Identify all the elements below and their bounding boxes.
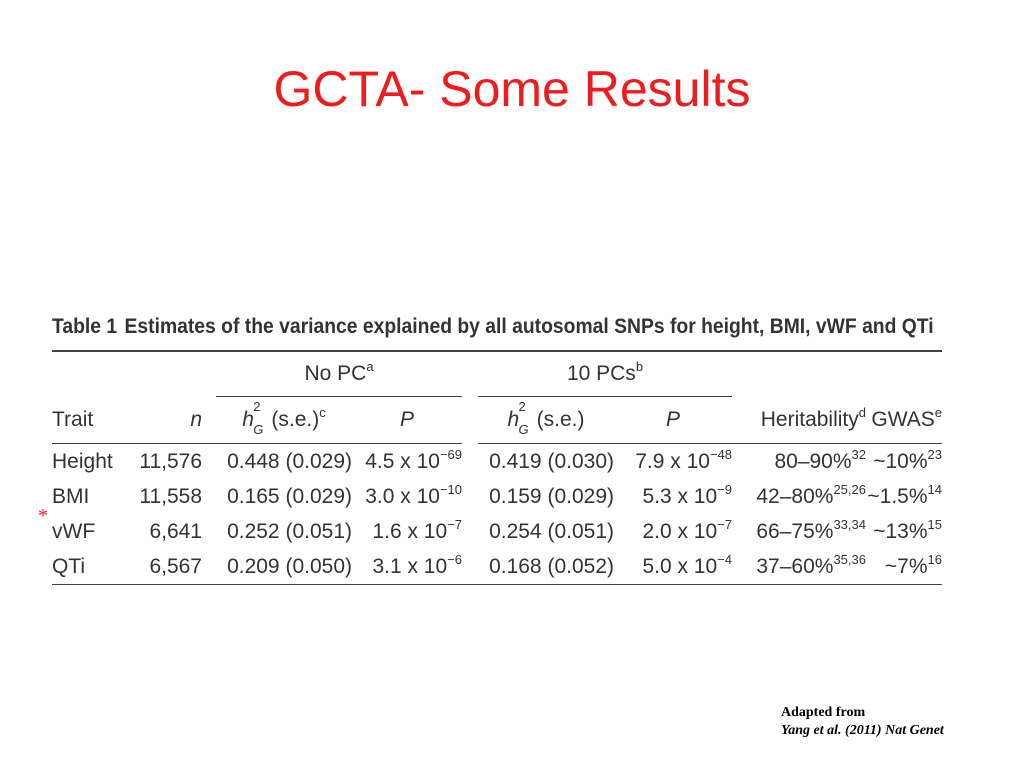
cell-p-no-pc: 3.1 x 10−6 xyxy=(352,549,462,585)
col-header-trait: Trait xyxy=(52,396,132,444)
cell-h2-10-pcs: 0.168 (0.052) xyxy=(478,549,614,585)
cell-n: 6,567 xyxy=(132,549,202,585)
col-header-n: n xyxy=(132,396,202,444)
group-header-no-pc: No PCa xyxy=(216,351,462,397)
cell-heritability: 42–80%25,26 xyxy=(756,481,866,508)
group-header-row: No PCa 10 PCsb xyxy=(52,351,942,397)
cell-h2-no-pc: 0.448 (0.029) xyxy=(227,449,352,473)
cell-p-10-pcs: 5.3 x 10−9 xyxy=(642,481,732,508)
cell-p-10-pcs: 5.0 x 10−4 xyxy=(614,549,732,585)
cell-trait: BMI xyxy=(52,484,90,508)
slide-title: GCTA- Some Results xyxy=(273,61,751,117)
col-header-p-10-pcs: P xyxy=(614,396,732,444)
cell-trait: Height xyxy=(52,449,113,473)
cell-h2-10-pcs: 0.419 (0.030) xyxy=(489,449,614,473)
table-label: Table 1 xyxy=(52,315,118,338)
col-header-p-no-pc: P xyxy=(352,396,462,444)
table-row: QTi 6,567 0.209 (0.050) 3.1 x 10−6 0.168… xyxy=(52,549,942,585)
cell-n: 6,641 xyxy=(149,519,202,543)
col-header-gwas: GWASe xyxy=(866,396,942,444)
cell-p-10-pcs: 2.0 x 10−7 xyxy=(642,516,732,543)
cell-gwas: ~13%15 xyxy=(873,516,942,543)
cell-trait: QTi xyxy=(52,549,132,585)
col-header-heritability: Heritabilityd xyxy=(746,396,866,444)
cell-h2-10-pcs: 0.254 (0.051) xyxy=(489,519,614,543)
cell-p-10-pcs: 7.9 x 10−48 xyxy=(635,446,732,473)
cell-h2-no-pc: 0.209 (0.050) xyxy=(216,549,352,585)
bmi-highlight-marker: * xyxy=(38,505,48,527)
cell-h2-10-pcs: 0.159 (0.029) xyxy=(489,484,614,508)
results-table-block: Table 1 Estimates of the variance explain… xyxy=(52,310,942,585)
table-row: vWF 6,641 0.252 (0.051) 1.6 x 10−7 0.254… xyxy=(52,514,942,549)
cell-p-no-pc: 3.0 x 10−10 xyxy=(365,481,462,508)
cell-n: 11,558 xyxy=(139,484,202,508)
table-caption: Table 1 Estimates of the variance explain… xyxy=(52,310,944,344)
cell-p-no-pc: 1.6 x 10−7 xyxy=(372,516,462,543)
cell-heritability: 37–60%35,36 xyxy=(746,549,866,585)
cell-gwas: ~7%16 xyxy=(866,549,942,585)
table-caption-text: Estimates of the variance explained by a… xyxy=(124,315,934,338)
cell-h2-no-pc: 0.165 (0.029) xyxy=(227,484,352,508)
group-header-10-pcs: 10 PCsb xyxy=(478,351,732,397)
table-row: BMI 11,558 0.165 (0.029) 3.0 x 10−10 0.1… xyxy=(52,479,942,514)
cell-p-no-pc: 4.5 x 10−69 xyxy=(365,446,462,473)
table-row: Height 11,576 0.448 (0.029) 4.5 x 10−69 … xyxy=(52,444,942,480)
cell-gwas: ~10%23 xyxy=(873,446,942,473)
citation: Adapted from Yang et al. (2011) Nat Gene… xyxy=(781,704,944,740)
cell-gwas: ~1.5%14 xyxy=(867,481,942,508)
citation-line-1: Adapted from xyxy=(781,705,866,720)
citation-line-2: Yang et al. (2011) Nat Genet xyxy=(781,723,944,738)
cell-h2-no-pc: 0.252 (0.051) xyxy=(227,519,352,543)
cell-trait: vWF xyxy=(52,519,96,543)
cell-n: 11,576 xyxy=(139,449,202,473)
cell-heritability: 80–90%32 xyxy=(774,446,866,473)
cell-heritability: 66–75%33,34 xyxy=(756,516,866,543)
